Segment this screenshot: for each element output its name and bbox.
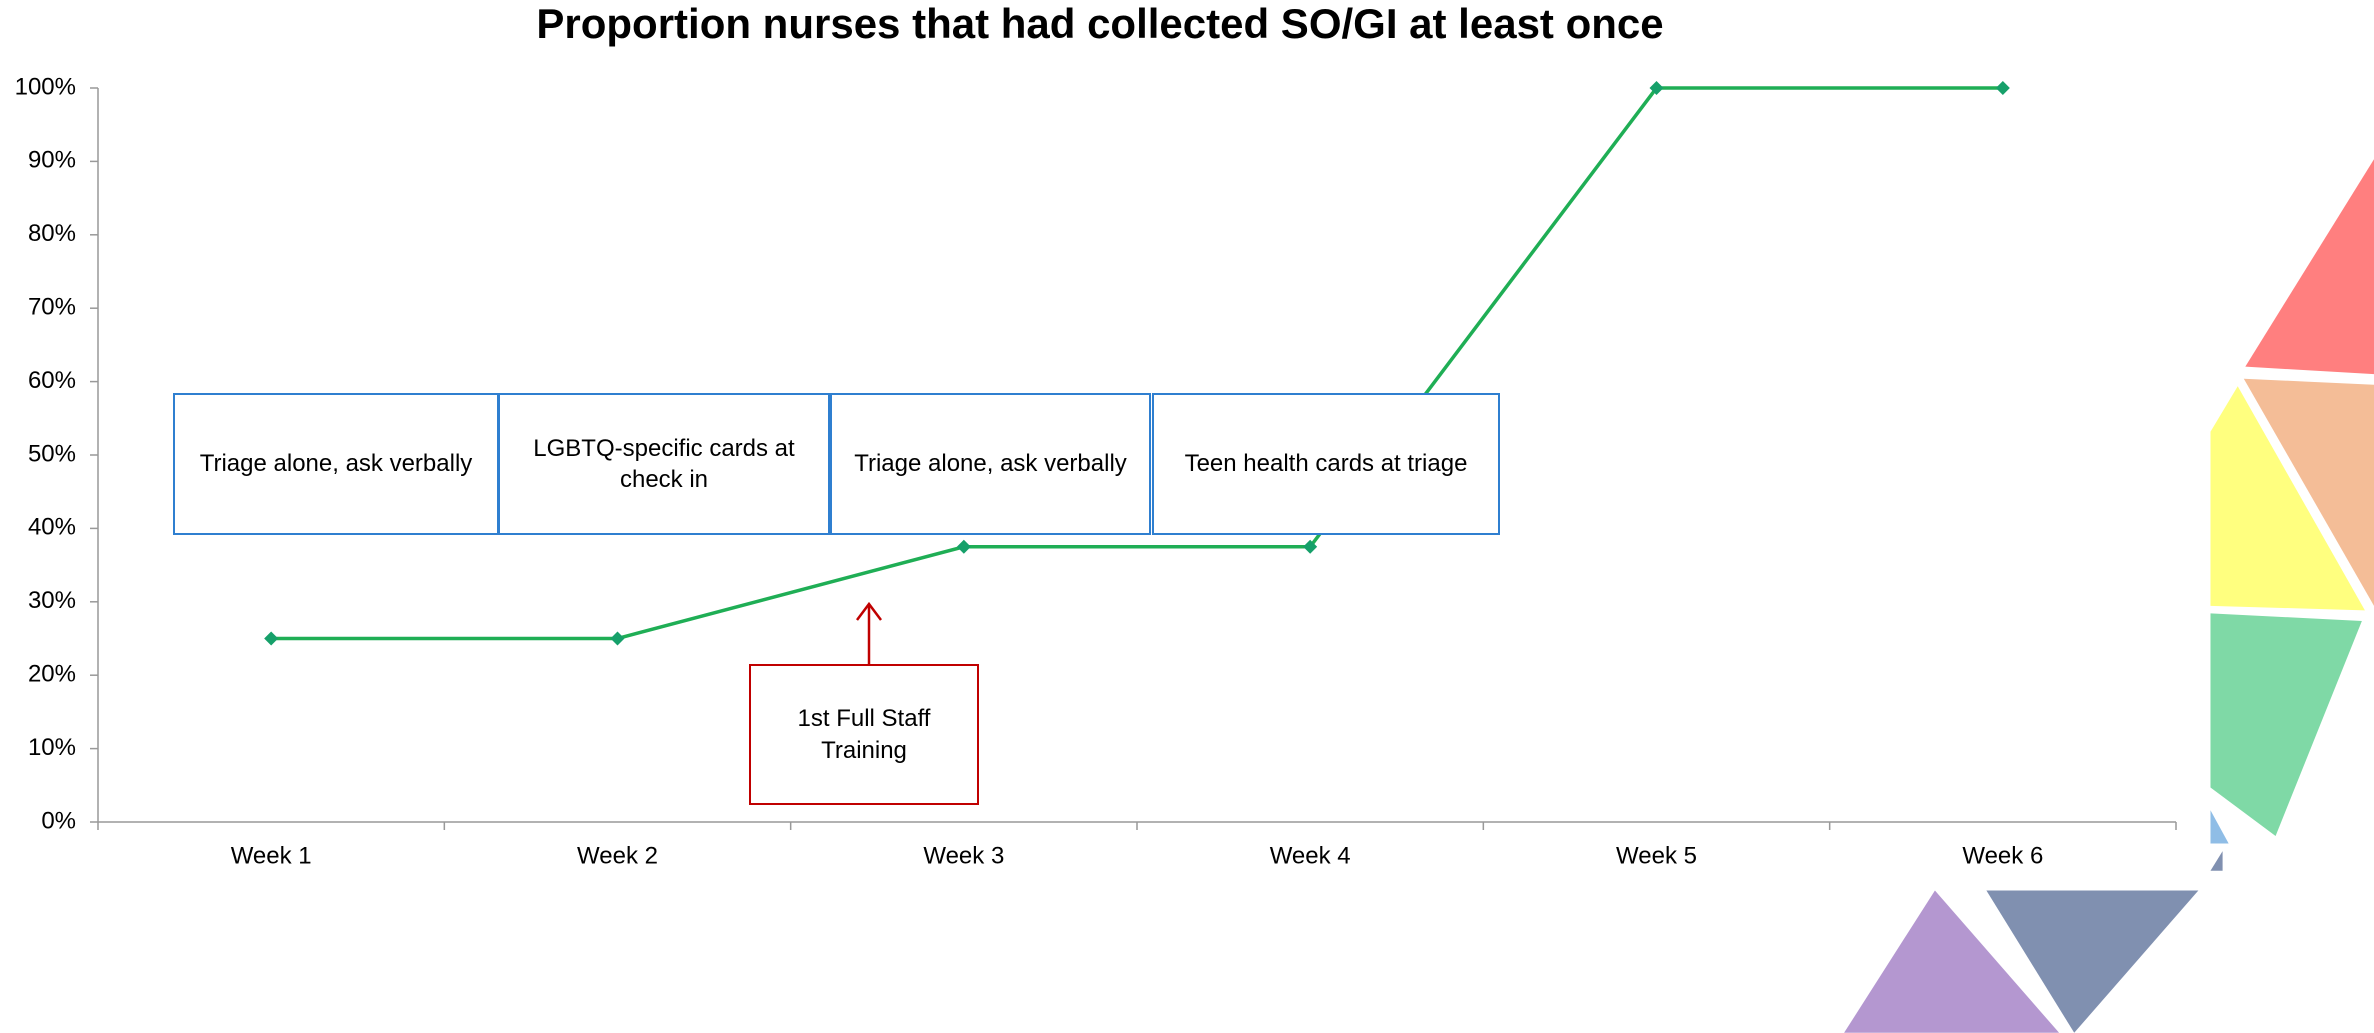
marker — [1996, 81, 2010, 95]
x-tick-label: Week 6 — [1962, 842, 2043, 869]
y-tick-label: 80% — [28, 220, 76, 247]
annotation-box: Teen health cards at triage — [1152, 393, 1500, 535]
y-tick-label: 0% — [41, 807, 76, 834]
marker — [264, 632, 278, 646]
x-tick-label: Week 1 — [231, 842, 312, 869]
x-tick-label: Week 3 — [923, 842, 1004, 869]
marker — [957, 540, 971, 554]
line — [271, 88, 2003, 639]
y-tick-label: 60% — [28, 367, 76, 394]
y-tick-label: 40% — [28, 514, 76, 541]
y-tick-label: 10% — [28, 734, 76, 761]
callout-box: 1st Full Staff Training — [749, 664, 979, 805]
x-tick-label: Week 5 — [1616, 842, 1697, 869]
annotation-box: LGBTQ-specific cards at check in — [498, 393, 830, 535]
chart-title: Proportion nurses that had collected SO/… — [536, 0, 1663, 47]
marker — [611, 632, 625, 646]
y-tick-label: 50% — [28, 440, 76, 467]
y-tick-label: 70% — [28, 294, 76, 321]
y-tick-label: 20% — [28, 661, 76, 688]
annotation-box: Triage alone, ask verbally — [173, 393, 499, 535]
y-tick-label: 30% — [28, 587, 76, 614]
annotation-box: Triage alone, ask verbally — [830, 393, 1151, 535]
y-tick-label: 90% — [28, 147, 76, 174]
y-tick-label: 100% — [15, 73, 76, 100]
page: Proportion nurses that had collected SO/… — [0, 0, 2374, 1033]
x-tick-label: Week 4 — [1270, 842, 1351, 869]
x-tick-label: Week 2 — [577, 842, 658, 869]
